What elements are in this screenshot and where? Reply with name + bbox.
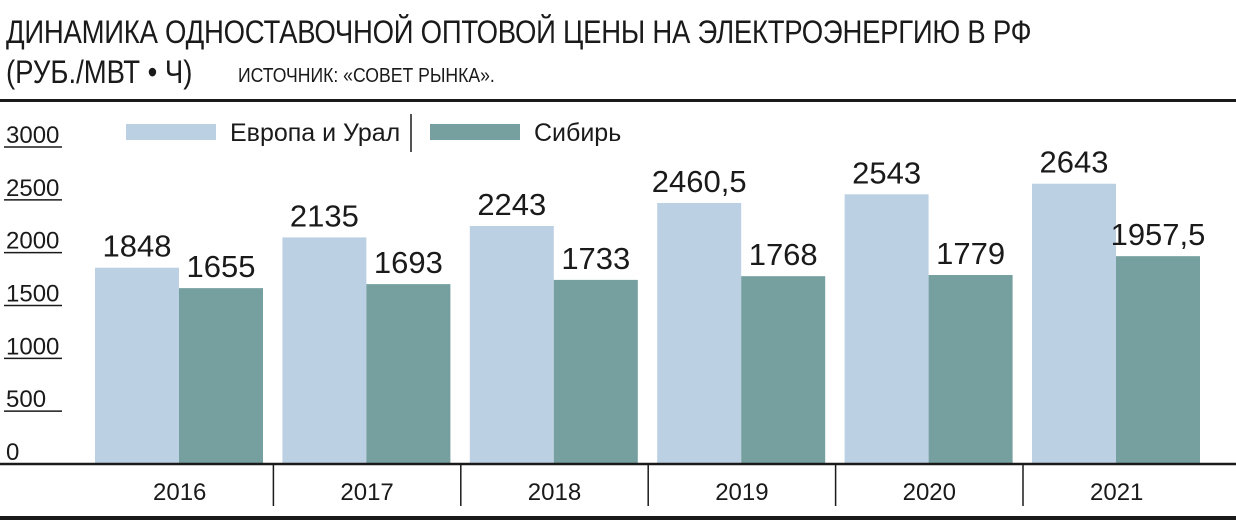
chart-subtitle-row: (РУБ./МВТ • Ч) ИСТОЧНИК: «СОВЕТ РЫНКА».: [6, 54, 495, 90]
legend-label-europe-ural: Европа и Урал: [230, 119, 400, 147]
legend: Европа и Урал Сибирь: [126, 114, 621, 152]
x-tick-label: 2020: [903, 479, 956, 506]
value-label-europe-ural: 2643: [1040, 145, 1109, 180]
x-tick-label: 2019: [715, 479, 768, 506]
value-label-siberia: 1768: [749, 237, 818, 272]
bottom-rule: [0, 516, 1236, 520]
bar-europe-ural: [95, 267, 179, 463]
bar-europe-ural: [657, 203, 742, 463]
y-tick-label: 0: [6, 439, 19, 466]
bar-siberia: [179, 288, 263, 463]
y-tick-label: 2500: [6, 175, 59, 202]
legend-swatch-siberia: [430, 124, 520, 140]
chart-title-block: ДИНАМИКА ОДНОСТАВОЧНОЙ ОПТОВОЙ ЦЕНЫ НА Э…: [6, 14, 1230, 90]
bar-europe-ural: [282, 237, 367, 463]
x-tick-label: 2017: [340, 479, 393, 506]
bar-siberia: [1116, 256, 1200, 463]
x-tick-label: 2018: [528, 479, 581, 506]
bar-europe-ural: [844, 194, 929, 463]
legend-label-siberia: Сибирь: [534, 119, 621, 147]
value-label-europe-ural: 1848: [103, 229, 172, 264]
chart-unit: (РУБ./МВТ • Ч): [6, 54, 193, 90]
y-tick-label: 1500: [6, 281, 59, 308]
y-tick-label: 2000: [6, 228, 59, 255]
y-tick-label: 500: [6, 386, 46, 413]
legend-swatch-europe-ural: [126, 124, 216, 140]
value-label-siberia: 1733: [561, 241, 630, 276]
bar-siberia: [928, 275, 1013, 463]
bar-europe-ural: [1032, 183, 1116, 463]
value-label-europe-ural: 2460,5: [652, 164, 747, 199]
top-rule: [0, 99, 1236, 102]
chart-source: ИСТОЧНИК: «СОВЕТ РЫНКА».: [238, 65, 495, 87]
bar-siberia: [366, 284, 451, 463]
x-tick-label: 2021: [1090, 479, 1143, 506]
value-label-europe-ural: 2543: [852, 155, 921, 190]
y-tick-label: 1000: [6, 333, 59, 360]
value-label-europe-ural: 2135: [290, 198, 359, 233]
value-label-siberia: 1779: [936, 236, 1005, 271]
value-label-europe-ural: 2243: [477, 187, 546, 222]
value-label-siberia: 1693: [374, 245, 443, 280]
x-tick-label: 2016: [153, 479, 206, 506]
value-label-siberia: 1655: [187, 249, 256, 284]
chart-title: ДИНАМИКА ОДНОСТАВОЧНОЙ ОПТОВОЙ ЦЕНЫ НА Э…: [6, 14, 1032, 50]
bar-europe-ural: [469, 225, 554, 463]
bar-siberia: [741, 276, 826, 463]
y-tick-label: 3000: [6, 122, 59, 149]
value-label-siberia: 1957,5: [1111, 217, 1206, 252]
bar-siberia: [553, 279, 638, 463]
